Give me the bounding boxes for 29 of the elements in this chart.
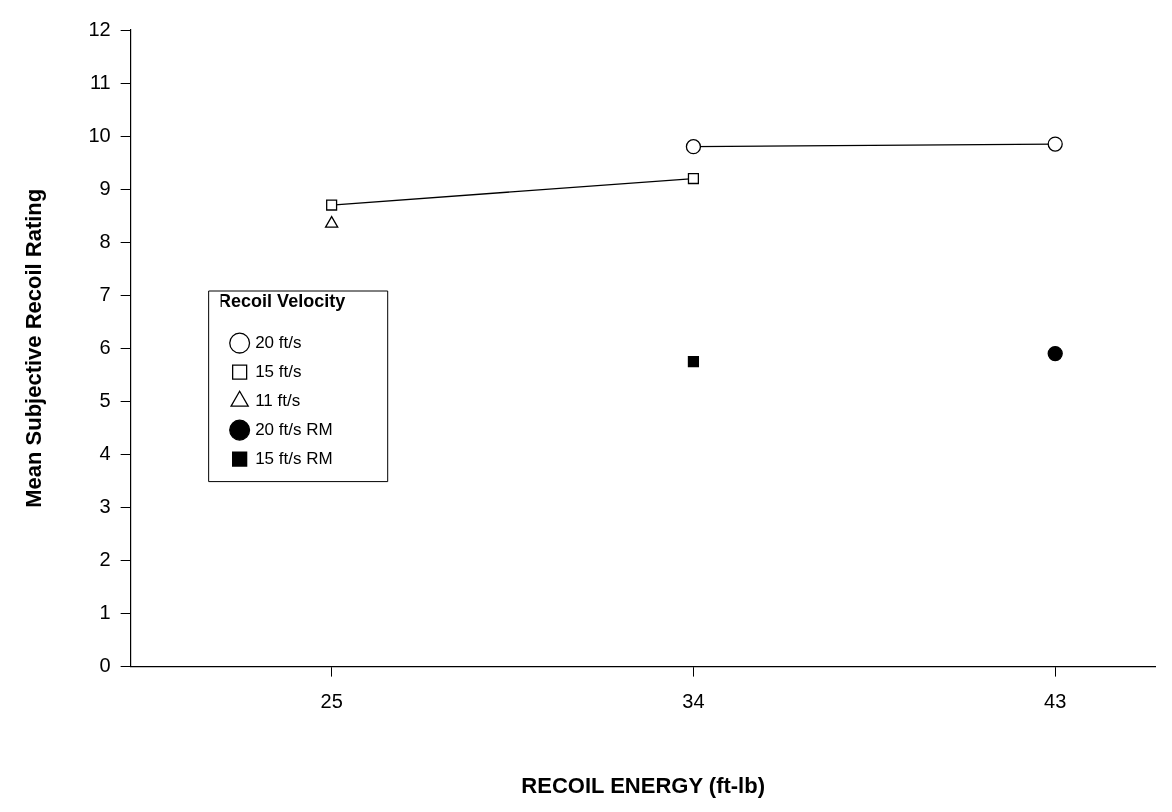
point xyxy=(1047,345,1063,362)
point xyxy=(687,355,700,368)
y-tick-label: 8 xyxy=(99,229,111,252)
point xyxy=(687,172,700,185)
y-tick-label: 6 xyxy=(99,335,111,358)
x-tick-label: 25 xyxy=(320,690,343,713)
legend-label: 11 ft/s xyxy=(255,390,301,410)
legend-label: 20 ft/s xyxy=(255,332,302,352)
y-tick-label: 12 xyxy=(88,17,111,40)
y-tick-label: 3 xyxy=(99,494,111,517)
y-tick-label: 2 xyxy=(99,548,111,571)
y-tick-label: 7 xyxy=(99,282,111,305)
y-tick-label: 9 xyxy=(99,176,111,199)
point xyxy=(1047,136,1063,152)
legend-label: 15 ft/s xyxy=(255,361,302,381)
x-tick-label: 43 xyxy=(1044,690,1067,713)
legend-label: 20 ft/s RM xyxy=(255,419,333,439)
y-tick-label: 11 xyxy=(89,70,111,93)
y-tick-label: 5 xyxy=(99,388,111,411)
x-tick-label: 34 xyxy=(682,690,705,713)
y-tick-label: 4 xyxy=(99,441,111,464)
point xyxy=(685,139,702,155)
point xyxy=(326,199,338,211)
y-tick-label: 1 xyxy=(99,601,111,624)
x-axis-title: RECOIL ENERGY (ft-lb) xyxy=(521,772,765,798)
y-tick-label: 10 xyxy=(88,123,111,146)
y-axis-title: Mean Subjective Recoil Rating xyxy=(21,188,47,508)
legend-label: 15 ft/s RM xyxy=(255,448,333,468)
y-tick-label: 0 xyxy=(99,654,111,677)
